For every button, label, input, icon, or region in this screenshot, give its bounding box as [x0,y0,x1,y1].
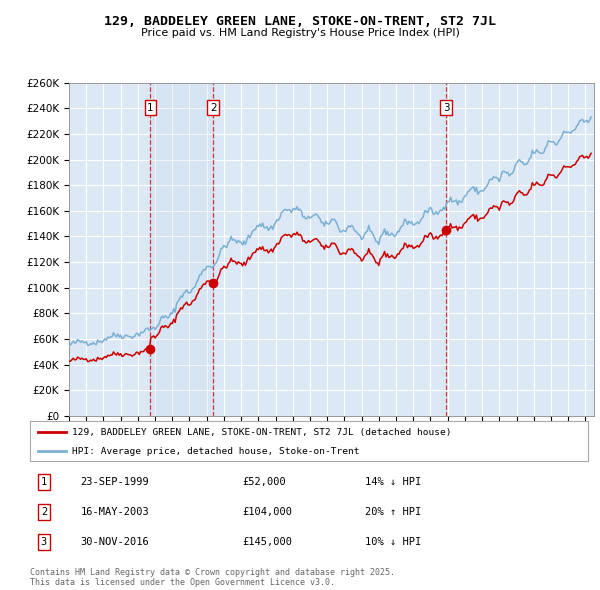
Text: Contains HM Land Registry data © Crown copyright and database right 2025.
This d: Contains HM Land Registry data © Crown c… [30,568,395,587]
Text: 129, BADDELEY GREEN LANE, STOKE-ON-TRENT, ST2 7JL: 129, BADDELEY GREEN LANE, STOKE-ON-TRENT… [104,15,496,28]
Text: 20% ↑ HPI: 20% ↑ HPI [365,507,421,517]
Text: £52,000: £52,000 [242,477,286,487]
Text: 3: 3 [443,103,449,113]
Text: Price paid vs. HM Land Registry's House Price Index (HPI): Price paid vs. HM Land Registry's House … [140,28,460,38]
Text: 14% ↓ HPI: 14% ↓ HPI [365,477,421,487]
Text: 1: 1 [41,477,47,487]
Text: HPI: Average price, detached house, Stoke-on-Trent: HPI: Average price, detached house, Stok… [72,447,359,456]
Text: 129, BADDELEY GREEN LANE, STOKE-ON-TRENT, ST2 7JL (detached house): 129, BADDELEY GREEN LANE, STOKE-ON-TRENT… [72,428,451,437]
Text: 2: 2 [41,507,47,517]
Text: £104,000: £104,000 [242,507,292,517]
Text: 23-SEP-1999: 23-SEP-1999 [80,477,149,487]
Text: 3: 3 [41,537,47,547]
Text: 30-NOV-2016: 30-NOV-2016 [80,537,149,547]
Bar [151,83,213,416]
Text: 1: 1 [147,103,154,113]
Text: 2: 2 [210,103,217,113]
Text: 16-MAY-2003: 16-MAY-2003 [80,507,149,517]
Text: £145,000: £145,000 [242,537,292,547]
Text: 10% ↓ HPI: 10% ↓ HPI [365,537,421,547]
